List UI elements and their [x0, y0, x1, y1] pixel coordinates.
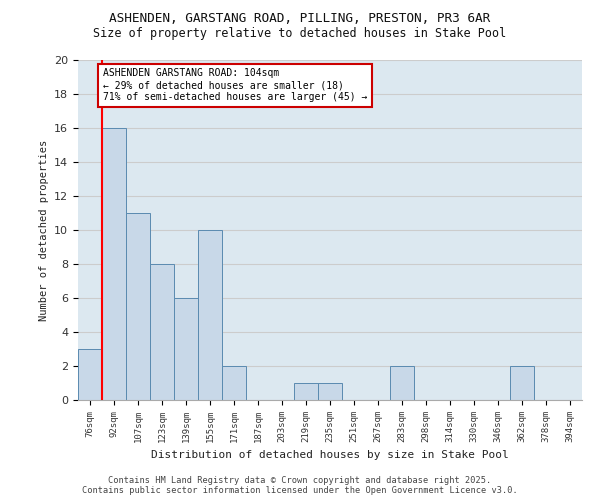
X-axis label: Distribution of detached houses by size in Stake Pool: Distribution of detached houses by size …: [151, 450, 509, 460]
Bar: [150, 264, 174, 400]
Text: ASHENDEN GARSTANG ROAD: 104sqm
← 29% of detached houses are smaller (18)
71% of : ASHENDEN GARSTANG ROAD: 104sqm ← 29% of …: [103, 68, 368, 102]
Bar: [126, 213, 150, 400]
Text: Contains HM Land Registry data © Crown copyright and database right 2025.
Contai: Contains HM Land Registry data © Crown c…: [82, 476, 518, 495]
Bar: [78, 349, 102, 400]
Text: Size of property relative to detached houses in Stake Pool: Size of property relative to detached ho…: [94, 28, 506, 40]
Bar: [390, 366, 414, 400]
Bar: [174, 298, 198, 400]
Bar: [222, 366, 246, 400]
Bar: [102, 128, 126, 400]
Y-axis label: Number of detached properties: Number of detached properties: [38, 140, 49, 320]
Bar: [294, 383, 318, 400]
Text: ASHENDEN, GARSTANG ROAD, PILLING, PRESTON, PR3 6AR: ASHENDEN, GARSTANG ROAD, PILLING, PRESTO…: [109, 12, 491, 26]
Bar: [198, 230, 222, 400]
Bar: [510, 366, 534, 400]
Bar: [318, 383, 342, 400]
